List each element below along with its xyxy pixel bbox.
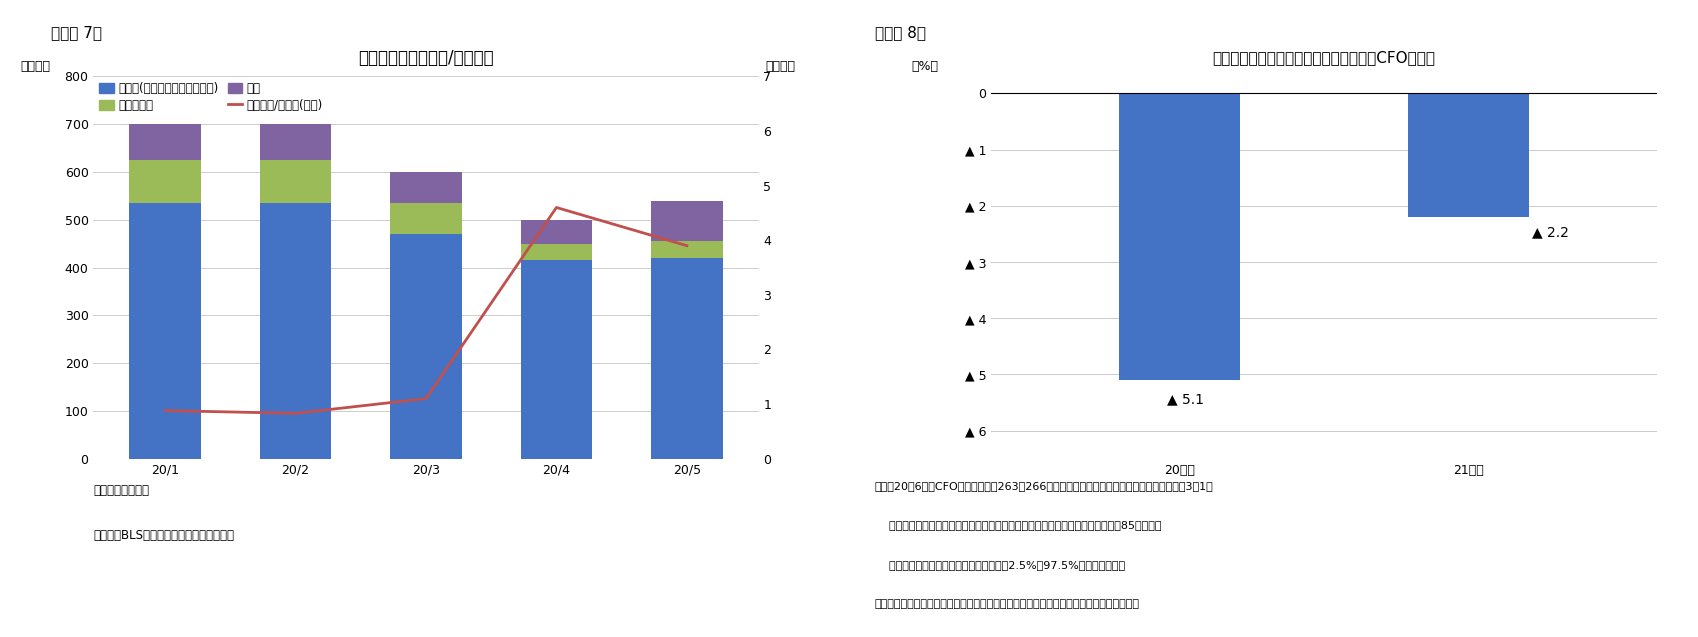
Title: 求人数および求人数/失業者数: 求人数および求人数/失業者数 <box>358 48 494 66</box>
Text: （図表 7）: （図表 7） <box>51 25 102 41</box>
Text: （資料）BLSよりニッセイ基礎研究所作成: （資料）BLSよりニッセイ基礎研究所作成 <box>93 529 234 541</box>
Text: （比率）: （比率） <box>764 60 795 73</box>
Text: 時点）の雇用者数と比べた雇用者数の累積増減。増減は雇用者数で加重平均（85パーセン: 時点）の雇用者数と比べた雇用者数の累積増減。増減は雇用者数で加重平均（85パーセ… <box>874 520 1161 531</box>
Text: （資料）デューク大学、リッチモンド連銀、アトランタ連銀よりニッセイ基礎研究所作成: （資料）デューク大学、リッチモンド連銀、アトランタ連銀よりニッセイ基礎研究所作成 <box>874 599 1139 610</box>
Bar <box>391 234 462 459</box>
Text: ▲ 5.1: ▲ 5.1 <box>1167 392 1202 406</box>
Bar <box>260 124 331 160</box>
Title: 新型コロナ感染前からの雇用増減見込（CFO調査）: 新型コロナ感染前からの雇用増減見込（CFO調査） <box>1212 50 1435 66</box>
Text: （万人）: （万人） <box>20 60 51 73</box>
Bar <box>391 172 462 203</box>
Bar <box>520 220 593 243</box>
Bar <box>129 124 200 160</box>
Text: （図表 8）: （図表 8） <box>874 25 925 41</box>
Bar <box>650 201 722 241</box>
Bar <box>1117 93 1240 380</box>
Bar <box>260 160 331 203</box>
Bar <box>520 261 593 459</box>
Bar <box>650 241 722 258</box>
Text: （注）20年6月のCFO調査。米企業263～266社が回答。雇用増減は新型コロナ感染拡大前（3月1日: （注）20年6月のCFO調査。米企業263～266社が回答。雇用増減は新型コロナ… <box>874 481 1212 491</box>
Bar <box>129 203 200 459</box>
Bar <box>391 203 462 234</box>
Bar <box>650 258 722 459</box>
Text: （注）季節調整済: （注）季節調整済 <box>93 484 149 497</box>
Legend: 求人数(除く娯楽・宿泊、小売), 娯楽・宿泊, 小売, 失業者数/求人数(右軸): 求人数(除く娯楽・宿泊、小売), 娯楽・宿泊, 小売, 失業者数/求人数(右軸) <box>98 82 323 112</box>
Text: ▲ 2.2: ▲ 2.2 <box>1532 225 1569 240</box>
Bar <box>260 203 331 459</box>
Bar <box>129 160 200 203</box>
Bar <box>520 243 593 261</box>
Text: （%）: （%） <box>912 60 937 73</box>
Bar <box>1408 93 1528 217</box>
Text: タイルで切り捨て）で加重平均、ただし2.5%と97.5%でウィンザー化: タイルで切り捨て）で加重平均、ただし2.5%と97.5%でウィンザー化 <box>874 560 1124 570</box>
